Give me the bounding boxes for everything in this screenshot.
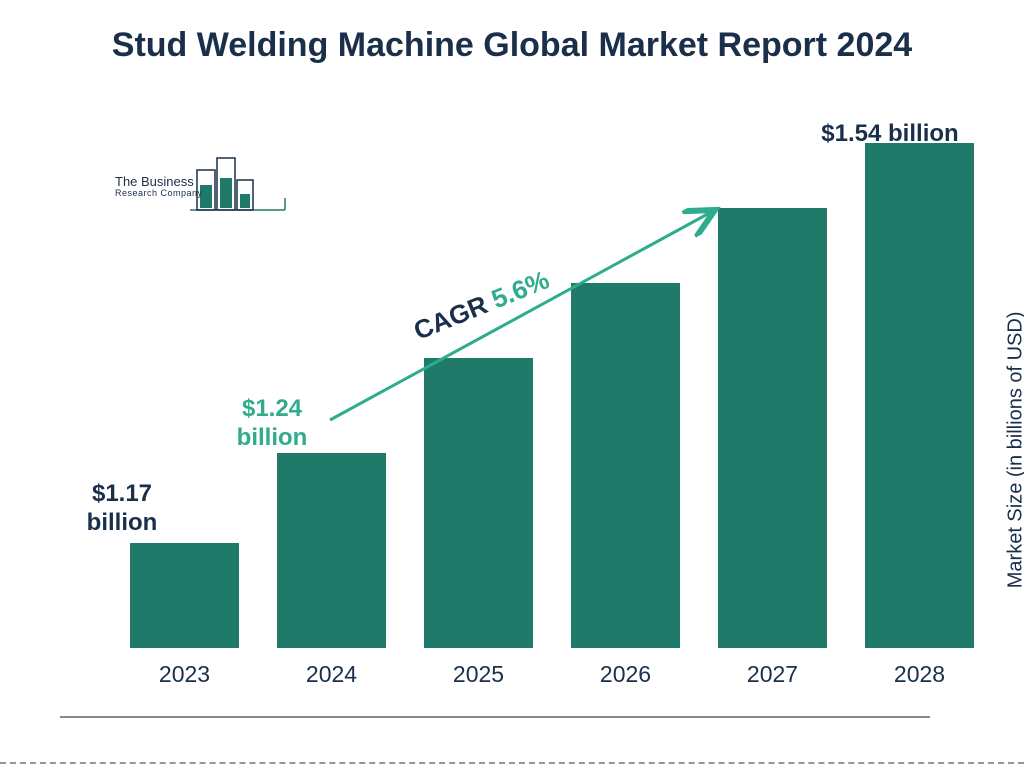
bar (718, 208, 827, 648)
bar (865, 143, 974, 648)
value-text: $1.24 (242, 395, 302, 422)
bar-2023: 2023 (130, 543, 239, 648)
x-label: 2027 (713, 661, 833, 688)
value-text: $1.17 (92, 480, 152, 507)
x-axis-line (60, 716, 930, 718)
bar (277, 453, 386, 648)
bottom-dashed-line (0, 762, 1024, 764)
bar-2026: 2026 (571, 283, 680, 648)
chart-title: Stud Welding Machine Global Market Repor… (0, 0, 1024, 67)
value-text: billion (87, 509, 158, 536)
x-label: 2024 (272, 661, 392, 688)
value-label-2028: $1.54 billion (790, 120, 990, 149)
bars-container: 2023 2024 2025 2026 2027 2028 (130, 138, 980, 648)
bar (424, 358, 533, 648)
x-label: 2025 (419, 661, 539, 688)
x-label: 2023 (125, 661, 245, 688)
bar-2027: 2027 (718, 208, 827, 648)
chart-area: 2023 2024 2025 2026 2027 2028 (60, 140, 930, 700)
x-label: 2026 (566, 661, 686, 688)
bar-2028: 2028 (865, 143, 974, 648)
y-axis-label: Market Size (in billions of USD) (1005, 312, 1024, 589)
value-label-2023: $1.17 billion (52, 480, 192, 538)
value-text: $1.54 billion (821, 120, 958, 147)
bar-2024: 2024 (277, 453, 386, 648)
value-label-2024: $1.24 billion (202, 395, 342, 453)
value-text: billion (237, 424, 308, 451)
bar-2025: 2025 (424, 358, 533, 648)
bar (130, 543, 239, 648)
x-label: 2028 (860, 661, 980, 688)
bar (571, 283, 680, 648)
